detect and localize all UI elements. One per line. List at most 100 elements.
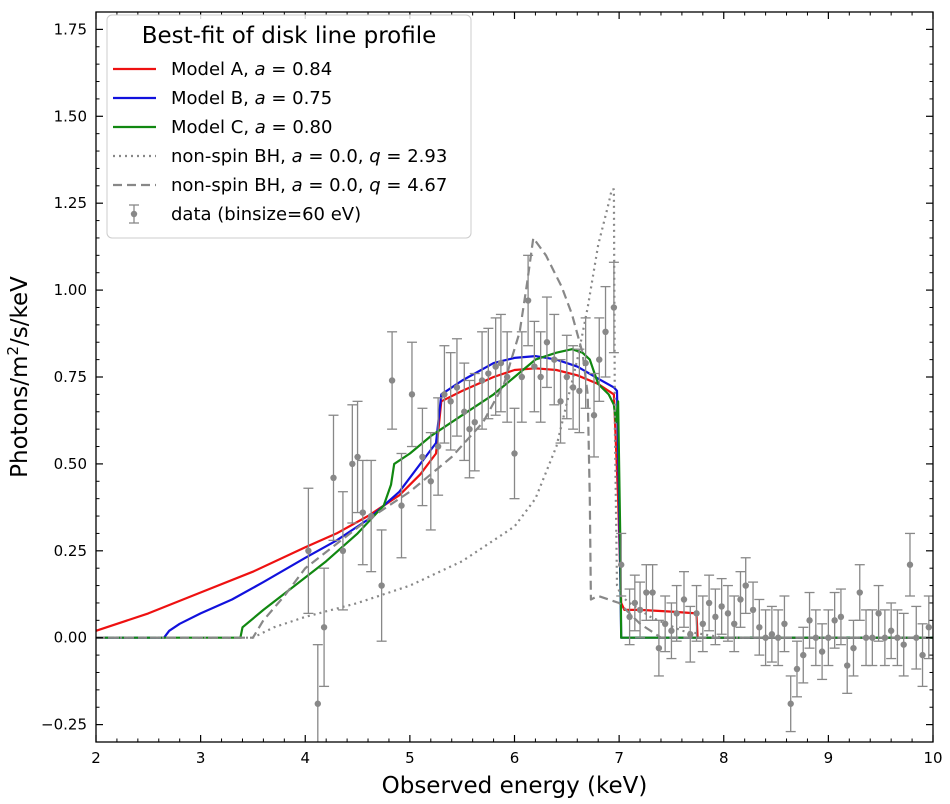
data-marker <box>537 373 544 381</box>
data-point <box>678 571 689 628</box>
data-point <box>629 574 640 632</box>
data-point <box>464 379 475 479</box>
data-marker <box>781 620 788 628</box>
data-point <box>366 459 377 573</box>
data-marker <box>812 634 820 641</box>
data-marker <box>712 613 719 621</box>
y-tick-label: 1.50 <box>54 107 87 125</box>
data-marker <box>478 377 486 384</box>
data-point <box>624 588 635 646</box>
data-point <box>516 331 527 423</box>
y-tick-label: 0.25 <box>54 542 87 560</box>
x-tick-label: 5 <box>405 749 415 767</box>
y-tick-label: −0.25 <box>41 716 87 734</box>
data-marker <box>668 627 675 634</box>
x-tick-label: 2 <box>91 749 101 767</box>
data-point <box>892 609 903 667</box>
data-marker <box>367 512 375 520</box>
data-marker <box>626 613 633 621</box>
data-point <box>502 331 513 423</box>
data-marker <box>518 373 526 381</box>
data-marker <box>787 700 794 707</box>
data-marker <box>680 596 688 603</box>
legend-entry: Model C, a = 0.80 <box>113 117 332 138</box>
legend-label: data (binsize=60 eV) <box>171 204 361 225</box>
data-point <box>574 348 585 434</box>
data-marker <box>427 478 434 485</box>
data-point <box>490 317 501 416</box>
y-tick-label: 0.00 <box>54 629 87 647</box>
data-marker <box>661 620 669 628</box>
data-marker <box>631 599 639 607</box>
x-tick-label: 6 <box>510 749 520 767</box>
data-marker <box>576 387 583 395</box>
data-marker <box>831 617 838 624</box>
x-tick-label: 8 <box>719 749 729 767</box>
y-tick-label: 1.75 <box>54 20 87 38</box>
data-point <box>817 623 828 681</box>
y-tick-label: 1.25 <box>54 194 87 212</box>
data-marker <box>837 613 845 621</box>
legend-label: Model B, a = 0.75 <box>171 88 332 109</box>
data-point <box>791 640 802 698</box>
data-marker <box>330 474 337 482</box>
legend-marker <box>130 210 138 218</box>
data-point <box>716 577 727 635</box>
data-marker <box>850 644 857 652</box>
data-marker <box>378 582 385 589</box>
data-marker <box>818 648 826 655</box>
data-point <box>710 588 721 646</box>
data-point <box>740 557 751 615</box>
data-point <box>785 675 796 733</box>
data-marker <box>466 425 473 433</box>
legend-label: Model C, a = 0.80 <box>171 117 332 138</box>
data-marker <box>856 589 863 596</box>
data-point <box>886 602 897 660</box>
data-point <box>653 619 664 677</box>
series-line-3 <box>96 348 933 639</box>
data-marker <box>408 391 416 398</box>
data-point <box>451 338 462 437</box>
data-point <box>873 584 884 642</box>
x-axis-title: Observed energy (keV) <box>382 773 648 799</box>
data-point <box>697 595 708 653</box>
data-point <box>594 317 605 402</box>
data-point <box>580 317 591 409</box>
data-marker <box>768 631 776 638</box>
legend-label: Model A, a = 0.84 <box>171 59 332 80</box>
data-point <box>835 588 846 646</box>
data-marker <box>906 561 914 568</box>
data-marker <box>543 339 551 346</box>
x-tick-label: 4 <box>300 749 310 767</box>
data-point <box>387 331 398 430</box>
data-point <box>568 345 579 430</box>
data-marker <box>649 589 656 596</box>
data-point <box>867 609 878 667</box>
data-marker <box>900 641 907 648</box>
data-point <box>319 567 330 688</box>
data-point <box>773 609 784 667</box>
data-marker <box>354 453 361 461</box>
data-marker <box>825 634 832 641</box>
data-marker <box>531 363 538 370</box>
data-point <box>810 609 821 667</box>
data-marker <box>596 356 603 363</box>
data-point <box>635 581 646 639</box>
data-marker <box>320 624 328 631</box>
data-point <box>704 574 715 632</box>
legend-entries: Model A, a = 0.84 Model B, a = 0.75 Model … <box>113 59 447 225</box>
data-point <box>535 331 546 423</box>
data-marker <box>563 373 571 381</box>
data-marker <box>737 596 744 603</box>
data-marker <box>844 662 851 669</box>
data-marker <box>398 502 405 509</box>
data-point <box>312 644 323 742</box>
data-marker <box>569 384 577 391</box>
y-tick-label: 0.75 <box>54 368 87 386</box>
data-point <box>616 532 627 597</box>
data-marker <box>305 547 312 555</box>
data-marker <box>913 634 920 641</box>
data-point <box>337 491 348 611</box>
data-marker <box>894 634 901 641</box>
data-point <box>376 529 387 642</box>
